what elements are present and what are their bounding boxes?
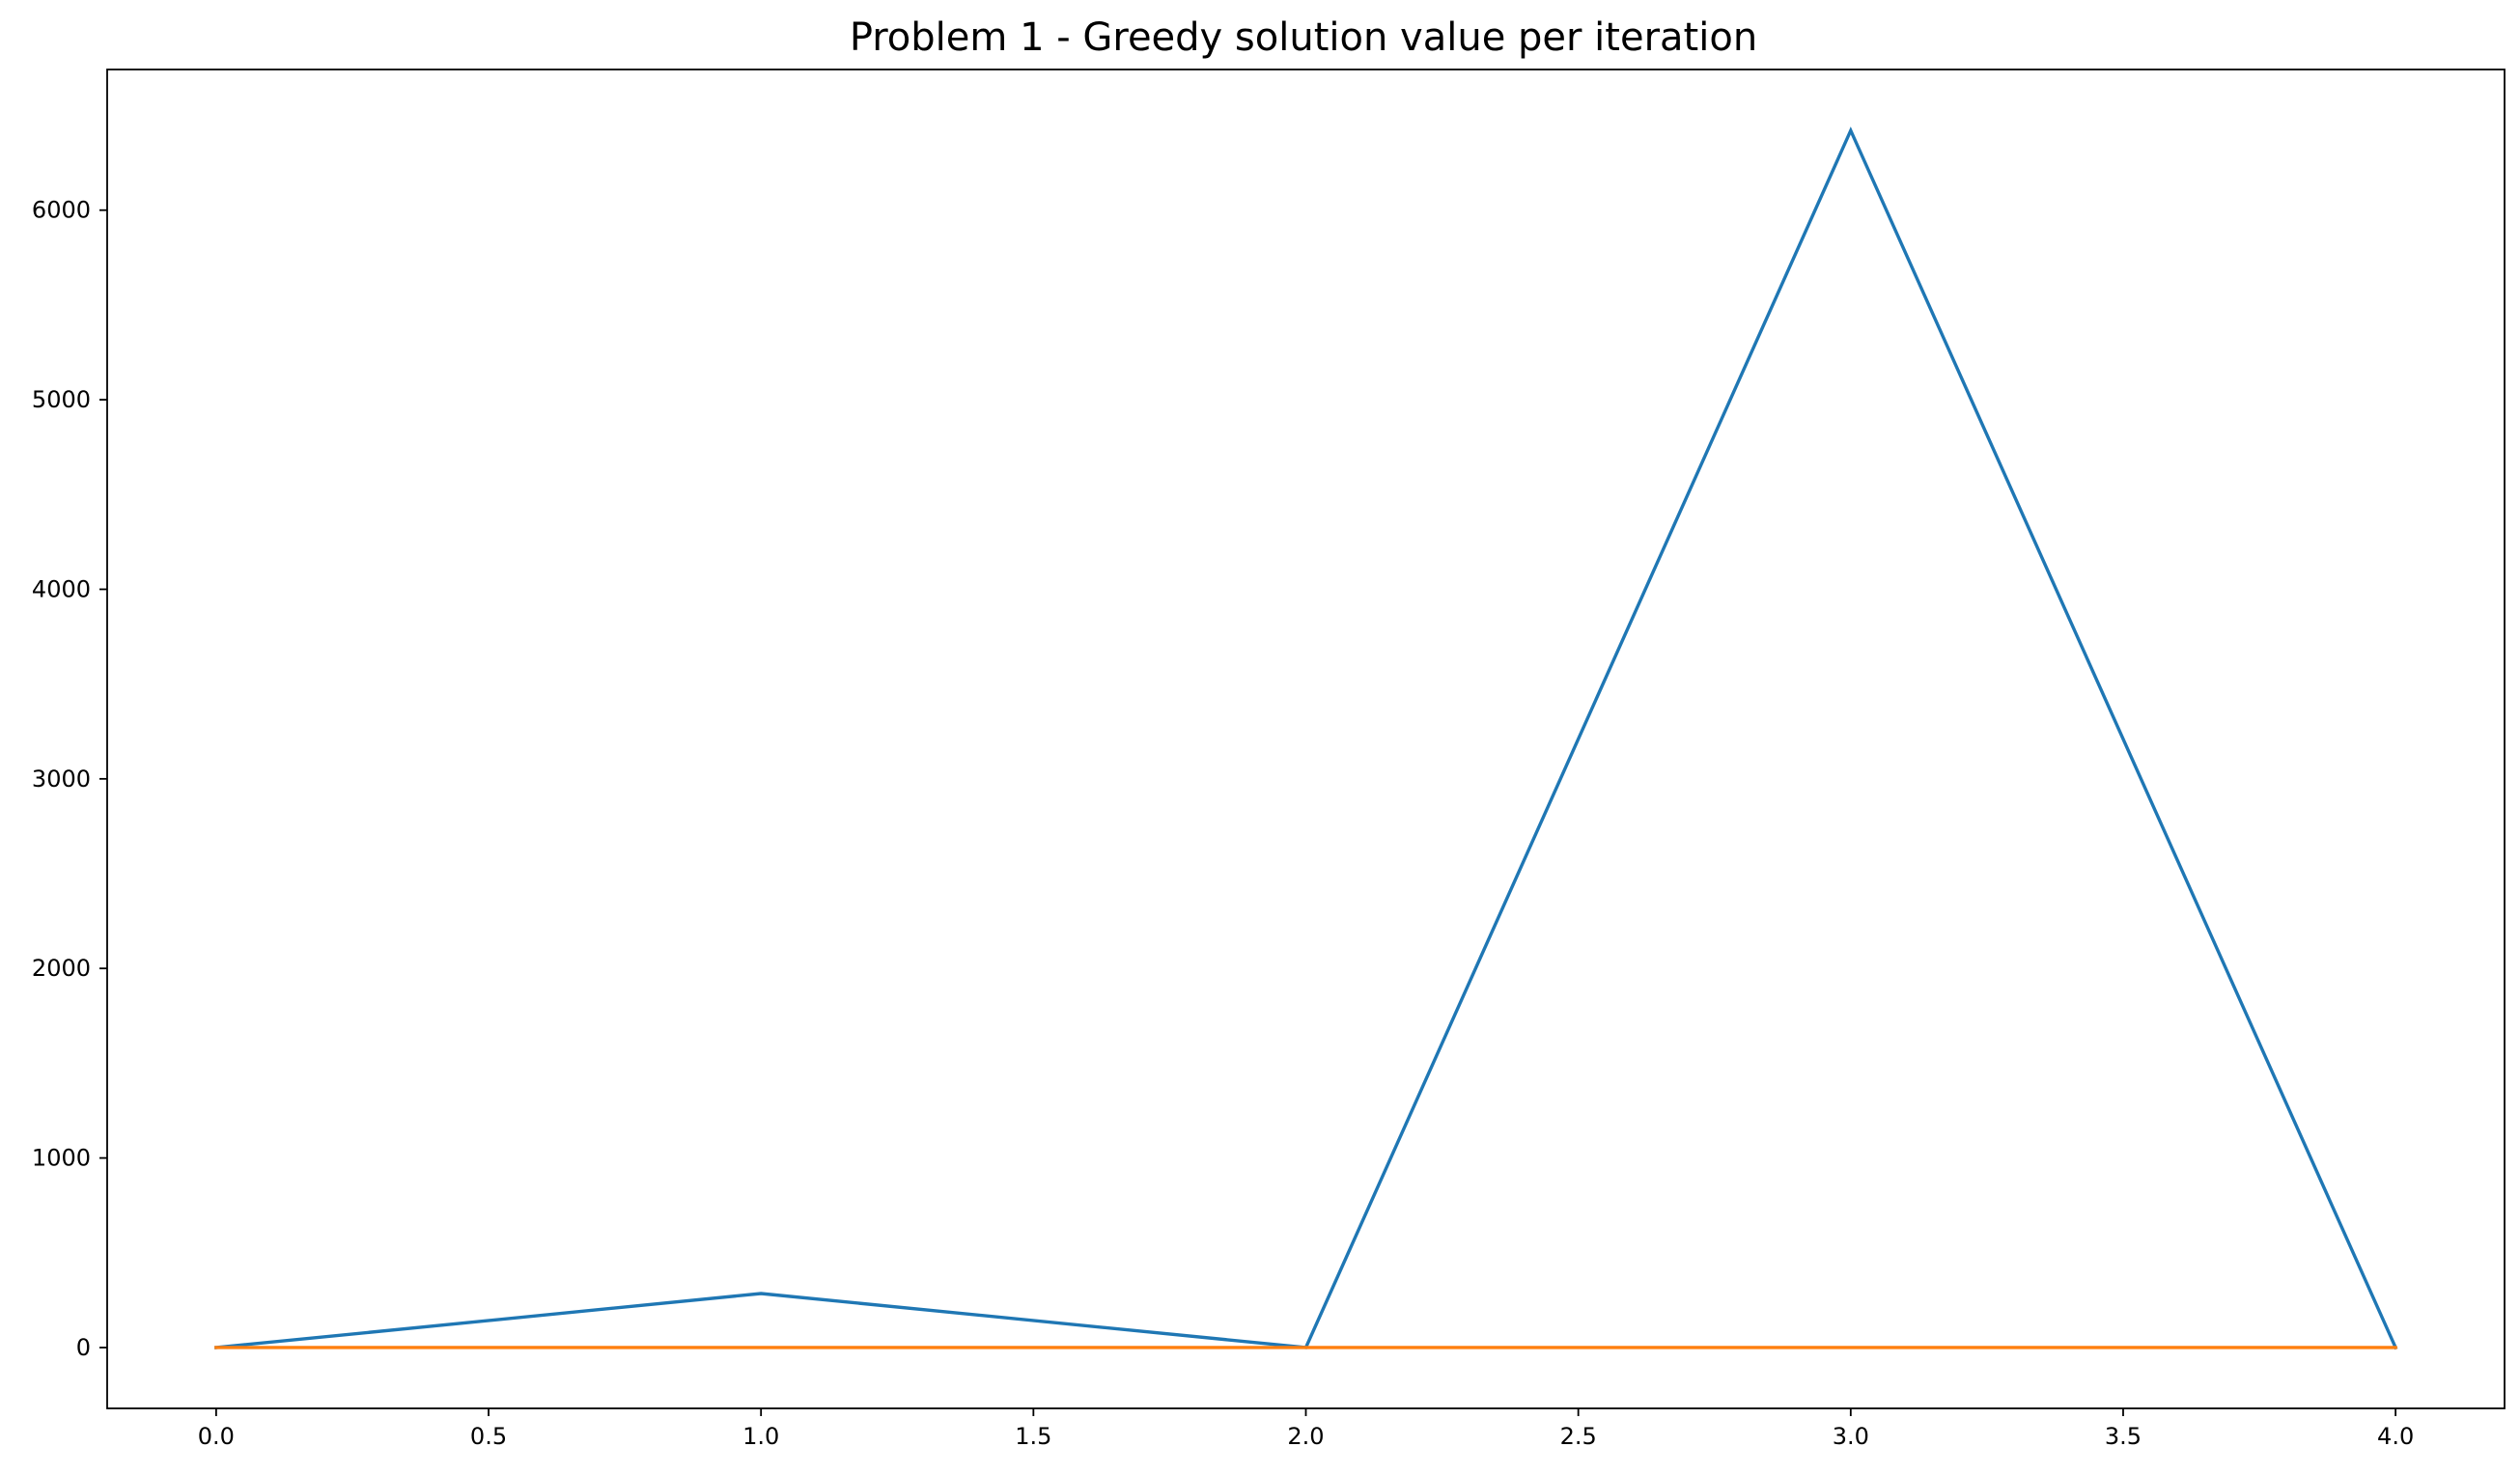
y-tick-label: 2000 <box>32 955 91 982</box>
y-tick-label: 0 <box>76 1334 91 1361</box>
y-tick-label: 4000 <box>32 575 91 602</box>
x-tick-label: 3.0 <box>1833 1423 1869 1450</box>
y-tick-label: 6000 <box>32 197 91 224</box>
y-tick-label: 3000 <box>32 765 91 793</box>
x-tick-label: 3.5 <box>2105 1423 2142 1450</box>
x-tick-label: 0.5 <box>470 1423 507 1450</box>
x-tick-label: 0.0 <box>198 1423 235 1450</box>
plot-area: 0.0 0.5 1.0 1.5 2.0 2.5 3.0 3.5 4.0 0 1000 2000 3000… <box>32 69 2506 1450</box>
x-tick-label: 2.0 <box>1287 1423 1324 1450</box>
y-tick-label: 5000 <box>32 386 91 413</box>
chart-title: Problem 1 - Greedy solution value per it… <box>850 15 1757 60</box>
y-tick-label: 1000 <box>32 1145 91 1172</box>
x-tick-label: 2.5 <box>1560 1423 1597 1450</box>
x-tick-label: 1.0 <box>742 1423 779 1450</box>
x-tick-label: 1.5 <box>1015 1423 1051 1450</box>
x-tick-label: 4.0 <box>2377 1423 2414 1450</box>
